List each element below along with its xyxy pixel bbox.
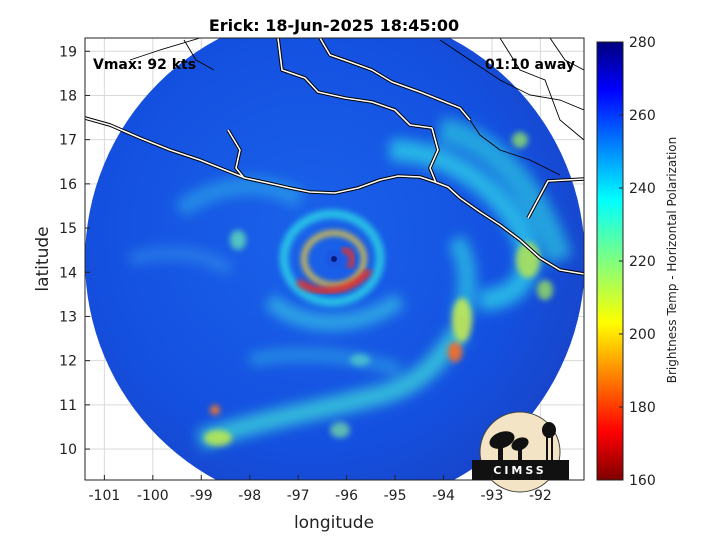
colorbar-tick-label: 280 bbox=[629, 35, 656, 51]
logo-banner bbox=[472, 460, 569, 480]
colorbar-tick-label: 260 bbox=[629, 108, 656, 124]
logo-tower-icon bbox=[542, 422, 556, 462]
storm-center-marker bbox=[331, 256, 337, 262]
colorbar-ticks: 160 180 200 220 240 260 280 bbox=[619, 35, 656, 489]
x-axis-label: longitude bbox=[294, 513, 374, 533]
logo-text: CIMSS bbox=[493, 464, 546, 477]
y-tick-label: 10 bbox=[59, 442, 77, 458]
state-border-west bbox=[227, 129, 245, 179]
cimss-logo: CIMSS bbox=[472, 411, 569, 493]
y-tick-label: 14 bbox=[59, 265, 77, 281]
border-oaxaca-chiapas bbox=[429, 127, 439, 184]
x-axis-ticks: -101 -100 -99 -98 -97 -96 -95 -94 -93 -92 bbox=[88, 475, 552, 504]
y-tick-label: 19 bbox=[59, 44, 77, 60]
colorbar-tick-label: 180 bbox=[629, 400, 656, 416]
x-tick-label: -97 bbox=[287, 488, 310, 504]
x-tick-label: -99 bbox=[190, 488, 213, 504]
eyewall-south bbox=[297, 269, 371, 294]
x-tick-label: -98 bbox=[238, 488, 261, 504]
colorbar-gradient bbox=[596, 41, 624, 481]
colorbar-tick-label: 160 bbox=[629, 473, 656, 489]
x-tick-label: -95 bbox=[384, 488, 407, 504]
colorbar-tick-label: 200 bbox=[629, 327, 656, 343]
colorbar-label: Brightness Temp - Horizontal Polarizatio… bbox=[665, 137, 679, 384]
time-away-annotation: 01:10 away bbox=[485, 57, 575, 73]
y-tick-label: 13 bbox=[59, 309, 77, 325]
coastline-mexico-pacific bbox=[85, 117, 584, 275]
plot-area: Vmax: 92 kts 01:10 away CIMSS -101 -100 -9… bbox=[59, 37, 585, 504]
y-tick-label: 18 bbox=[59, 88, 77, 104]
state-border-gulf bbox=[319, 38, 471, 121]
logo-dish-icon bbox=[489, 431, 529, 460]
colorbar-tick-label: 220 bbox=[629, 254, 656, 270]
storm-core bbox=[279, 209, 385, 307]
colorbar-tick-label: 240 bbox=[629, 181, 656, 197]
border-mexico-guatemala bbox=[527, 178, 584, 219]
x-tick-label: -96 bbox=[335, 488, 358, 504]
y-tick-label: 11 bbox=[59, 398, 77, 414]
convective-cells bbox=[204, 132, 553, 446]
x-tick-label: -93 bbox=[481, 488, 504, 504]
state-border-north bbox=[277, 38, 433, 129]
rain-bands bbox=[127, 117, 573, 450]
colorbar: 160 180 200 220 240 260 280 Brightness Temp - … bbox=[596, 35, 679, 489]
x-tick-label: -92 bbox=[529, 488, 552, 504]
land-borders-thin bbox=[129, 38, 584, 176]
y-tick-label: 17 bbox=[59, 133, 77, 149]
figure-title: Erick: 18-Jun-2025 18:45:00 bbox=[209, 16, 459, 35]
vmax-annotation: Vmax: 92 kts bbox=[93, 57, 196, 73]
microwave-swath bbox=[85, 38, 584, 480]
y-tick-label: 12 bbox=[59, 354, 77, 370]
coastlines bbox=[85, 38, 584, 275]
x-tick-label: -100 bbox=[137, 488, 169, 504]
y-tick-label: 15 bbox=[59, 221, 77, 237]
y-axis-label: latitude bbox=[33, 226, 53, 291]
eyewall-north bbox=[340, 247, 356, 269]
y-axis-ticks: 10 11 12 13 14 15 16 17 18 19 bbox=[59, 44, 90, 458]
x-tick-label: -101 bbox=[88, 488, 120, 504]
plot-frame bbox=[84, 37, 585, 481]
y-tick-label: 16 bbox=[59, 177, 77, 193]
x-tick-label: -94 bbox=[432, 488, 455, 504]
